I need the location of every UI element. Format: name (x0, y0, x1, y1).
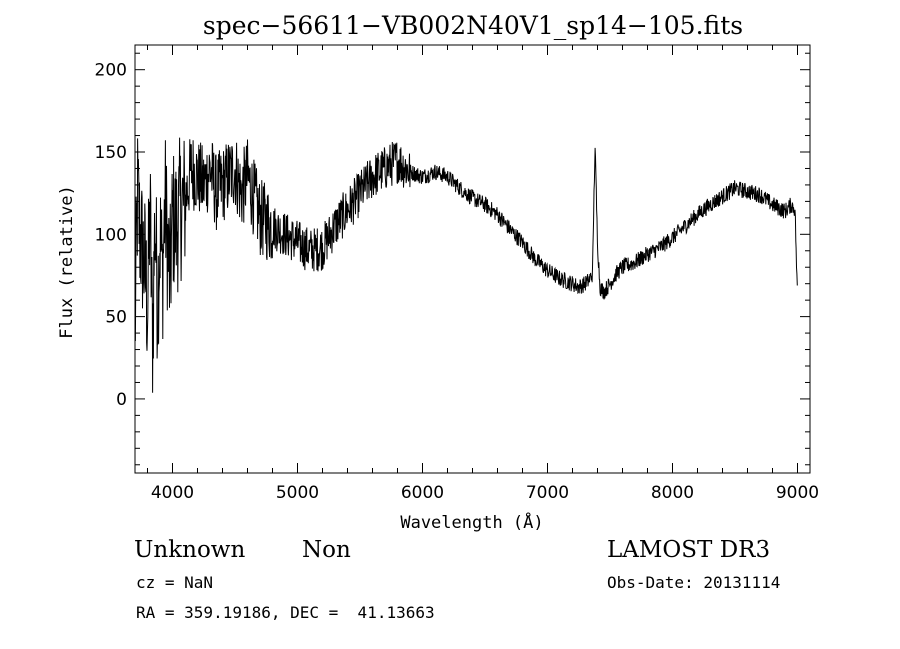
redshift-text: cz = NaN (136, 573, 214, 592)
plot-frame (134, 44, 811, 474)
coordinates-text: RA = 359.19186, DEC = 41.13663 (136, 603, 435, 622)
chart-title: spec−56611−VB002N40V1_sp14−105.fits (203, 11, 743, 40)
object-subclass: Non (302, 537, 351, 563)
x-tick-label: 9000 (776, 483, 819, 503)
x-axis-ticks: 4000 5000 6000 7000 8000 9000 (147, 45, 819, 503)
object-class: Unknown (134, 537, 246, 563)
y-tick-label: 100 (95, 225, 127, 245)
y-tick-label: 0 (116, 390, 127, 410)
x-tick-label: 7000 (526, 483, 569, 503)
obs-date: Obs-Date: 20131114 (607, 573, 781, 592)
y-axis-label: Flux (relative) (57, 185, 77, 339)
x-tick-label: 8000 (651, 483, 694, 503)
x-tick-label: 6000 (401, 483, 444, 503)
x-axis-label: Wavelength (Å) (400, 511, 543, 533)
y-axis-ticks: 0 50 100 150 200 (95, 52, 810, 466)
x-tick-label: 4000 (151, 483, 194, 503)
y-tick-label: 200 (95, 61, 127, 81)
y-tick-label: 50 (105, 308, 127, 328)
flux-series-line (134, 137, 798, 393)
survey-name: LAMOST DR3 (607, 537, 771, 563)
y-tick-label: 150 (95, 143, 127, 163)
x-tick-label: 5000 (276, 483, 319, 503)
